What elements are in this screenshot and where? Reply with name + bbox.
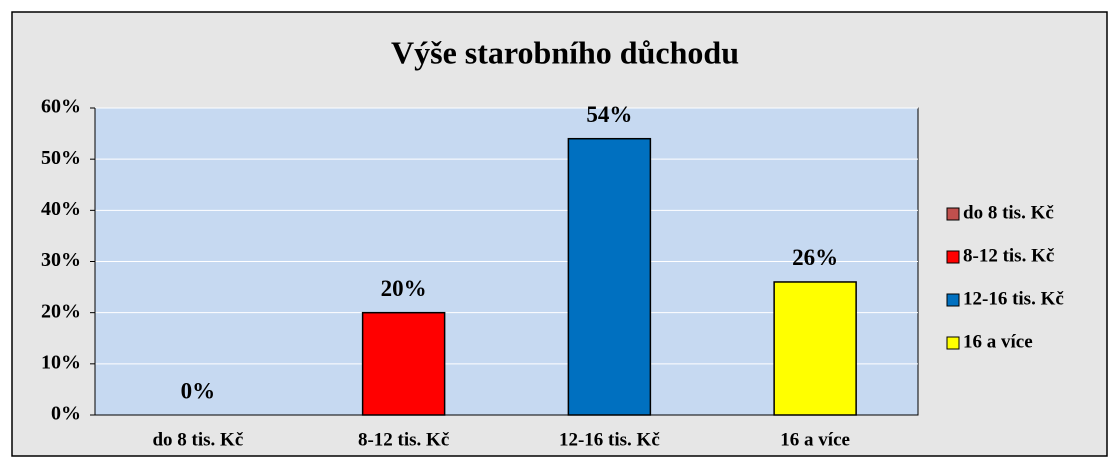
bar	[567, 137, 652, 416]
bar	[361, 311, 446, 416]
legend-label: 16 a více	[963, 331, 1033, 352]
data-label: 26%	[792, 245, 838, 270]
data-label: 0%	[181, 378, 216, 403]
y-tick-label: 50%	[41, 147, 81, 169]
x-tick-label: do 8 tis. Kč	[152, 429, 243, 450]
x-tick-label: 12-16 tis. Kč	[559, 429, 660, 450]
y-tick-label: 40%	[41, 198, 81, 220]
legend-swatch	[946, 293, 960, 307]
bar	[773, 281, 857, 416]
legend-label: 8-12 tis. Kč	[963, 245, 1054, 266]
legend-swatch	[946, 207, 960, 221]
y-tick-label: 20%	[41, 300, 81, 322]
legend-label: do 8 tis. Kč	[963, 202, 1054, 223]
x-tick-label: 8-12 tis. Kč	[358, 429, 449, 450]
legend-label: 12-16 tis. Kč	[963, 288, 1064, 309]
chart-title: Výše starobního důchodu	[391, 34, 739, 70]
y-tick-label: 60%	[41, 96, 81, 118]
legend-swatch	[946, 336, 960, 350]
y-tick-label: 10%	[41, 351, 81, 373]
x-tick-label: 16 a více	[780, 429, 850, 450]
legend-swatch	[946, 250, 960, 264]
data-label: 54%	[586, 102, 632, 127]
data-label: 20%	[381, 276, 427, 301]
y-tick-label: 30%	[41, 249, 81, 271]
y-tick-label: 0%	[51, 403, 81, 425]
